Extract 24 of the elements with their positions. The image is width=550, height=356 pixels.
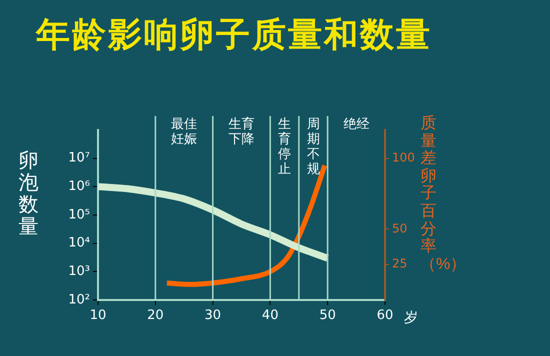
x-tick-label: 50 [319,308,336,324]
y-tick-label: 10³ [68,264,90,280]
y-tick-label: 10⁴ [68,236,90,251]
ref-line-label: 最佳妊娠 [171,116,198,147]
text: 质量差卵子百分率（%） [420,115,466,273]
ref-line-label: 生育停止 [278,116,292,177]
x-tick-label: 40 [262,308,278,324]
x-tick-label: 60 [376,308,394,324]
y-tick-label: 10⁵ [68,207,90,222]
y-tick-label: 10⁷ [68,150,90,166]
x-tick-label: 20 [147,308,164,324]
y2-tick-label: 100 [392,150,415,164]
ref-line-label: 绝经 [343,116,370,132]
chart-title: 年龄影响卵子质量和数量 [36,15,432,56]
y2-tick-label: 50 [392,221,408,236]
x-tick-label: 10 [90,308,106,324]
y-tick-label: 10² [68,292,90,308]
y2-tick-label: 25 [392,256,408,271]
y-tick-label: 10⁶ [68,179,90,194]
ref-line-label: 生育下降 [228,116,254,147]
x-tick-label: 30 [204,308,222,324]
ref-line-label: 周期不规 [306,116,320,177]
y-axis-title: 卵泡数量 [18,150,39,238]
x-axis-title: 岁 [404,309,418,327]
